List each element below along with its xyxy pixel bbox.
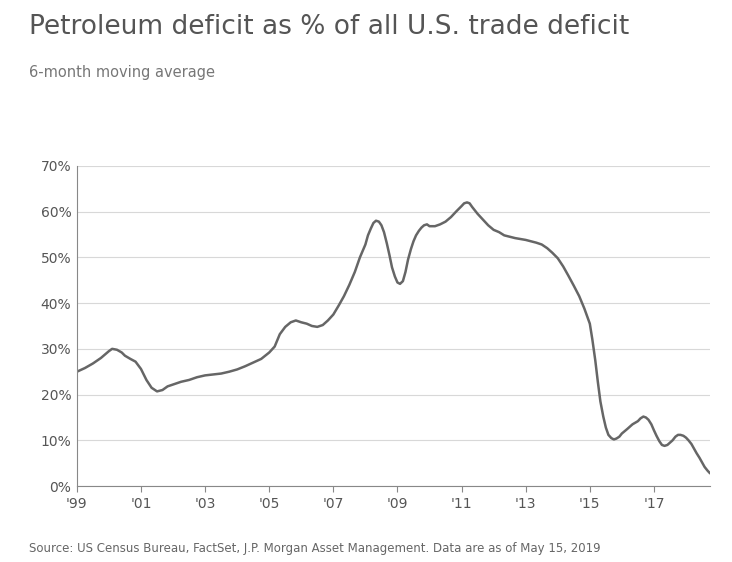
Text: Source: US Census Bureau, FactSet, J.P. Morgan Asset Management. Data are as of : Source: US Census Bureau, FactSet, J.P. …: [29, 542, 601, 555]
Text: 6-month moving average: 6-month moving average: [29, 65, 215, 80]
Text: Petroleum deficit as % of all U.S. trade deficit: Petroleum deficit as % of all U.S. trade…: [29, 14, 630, 40]
